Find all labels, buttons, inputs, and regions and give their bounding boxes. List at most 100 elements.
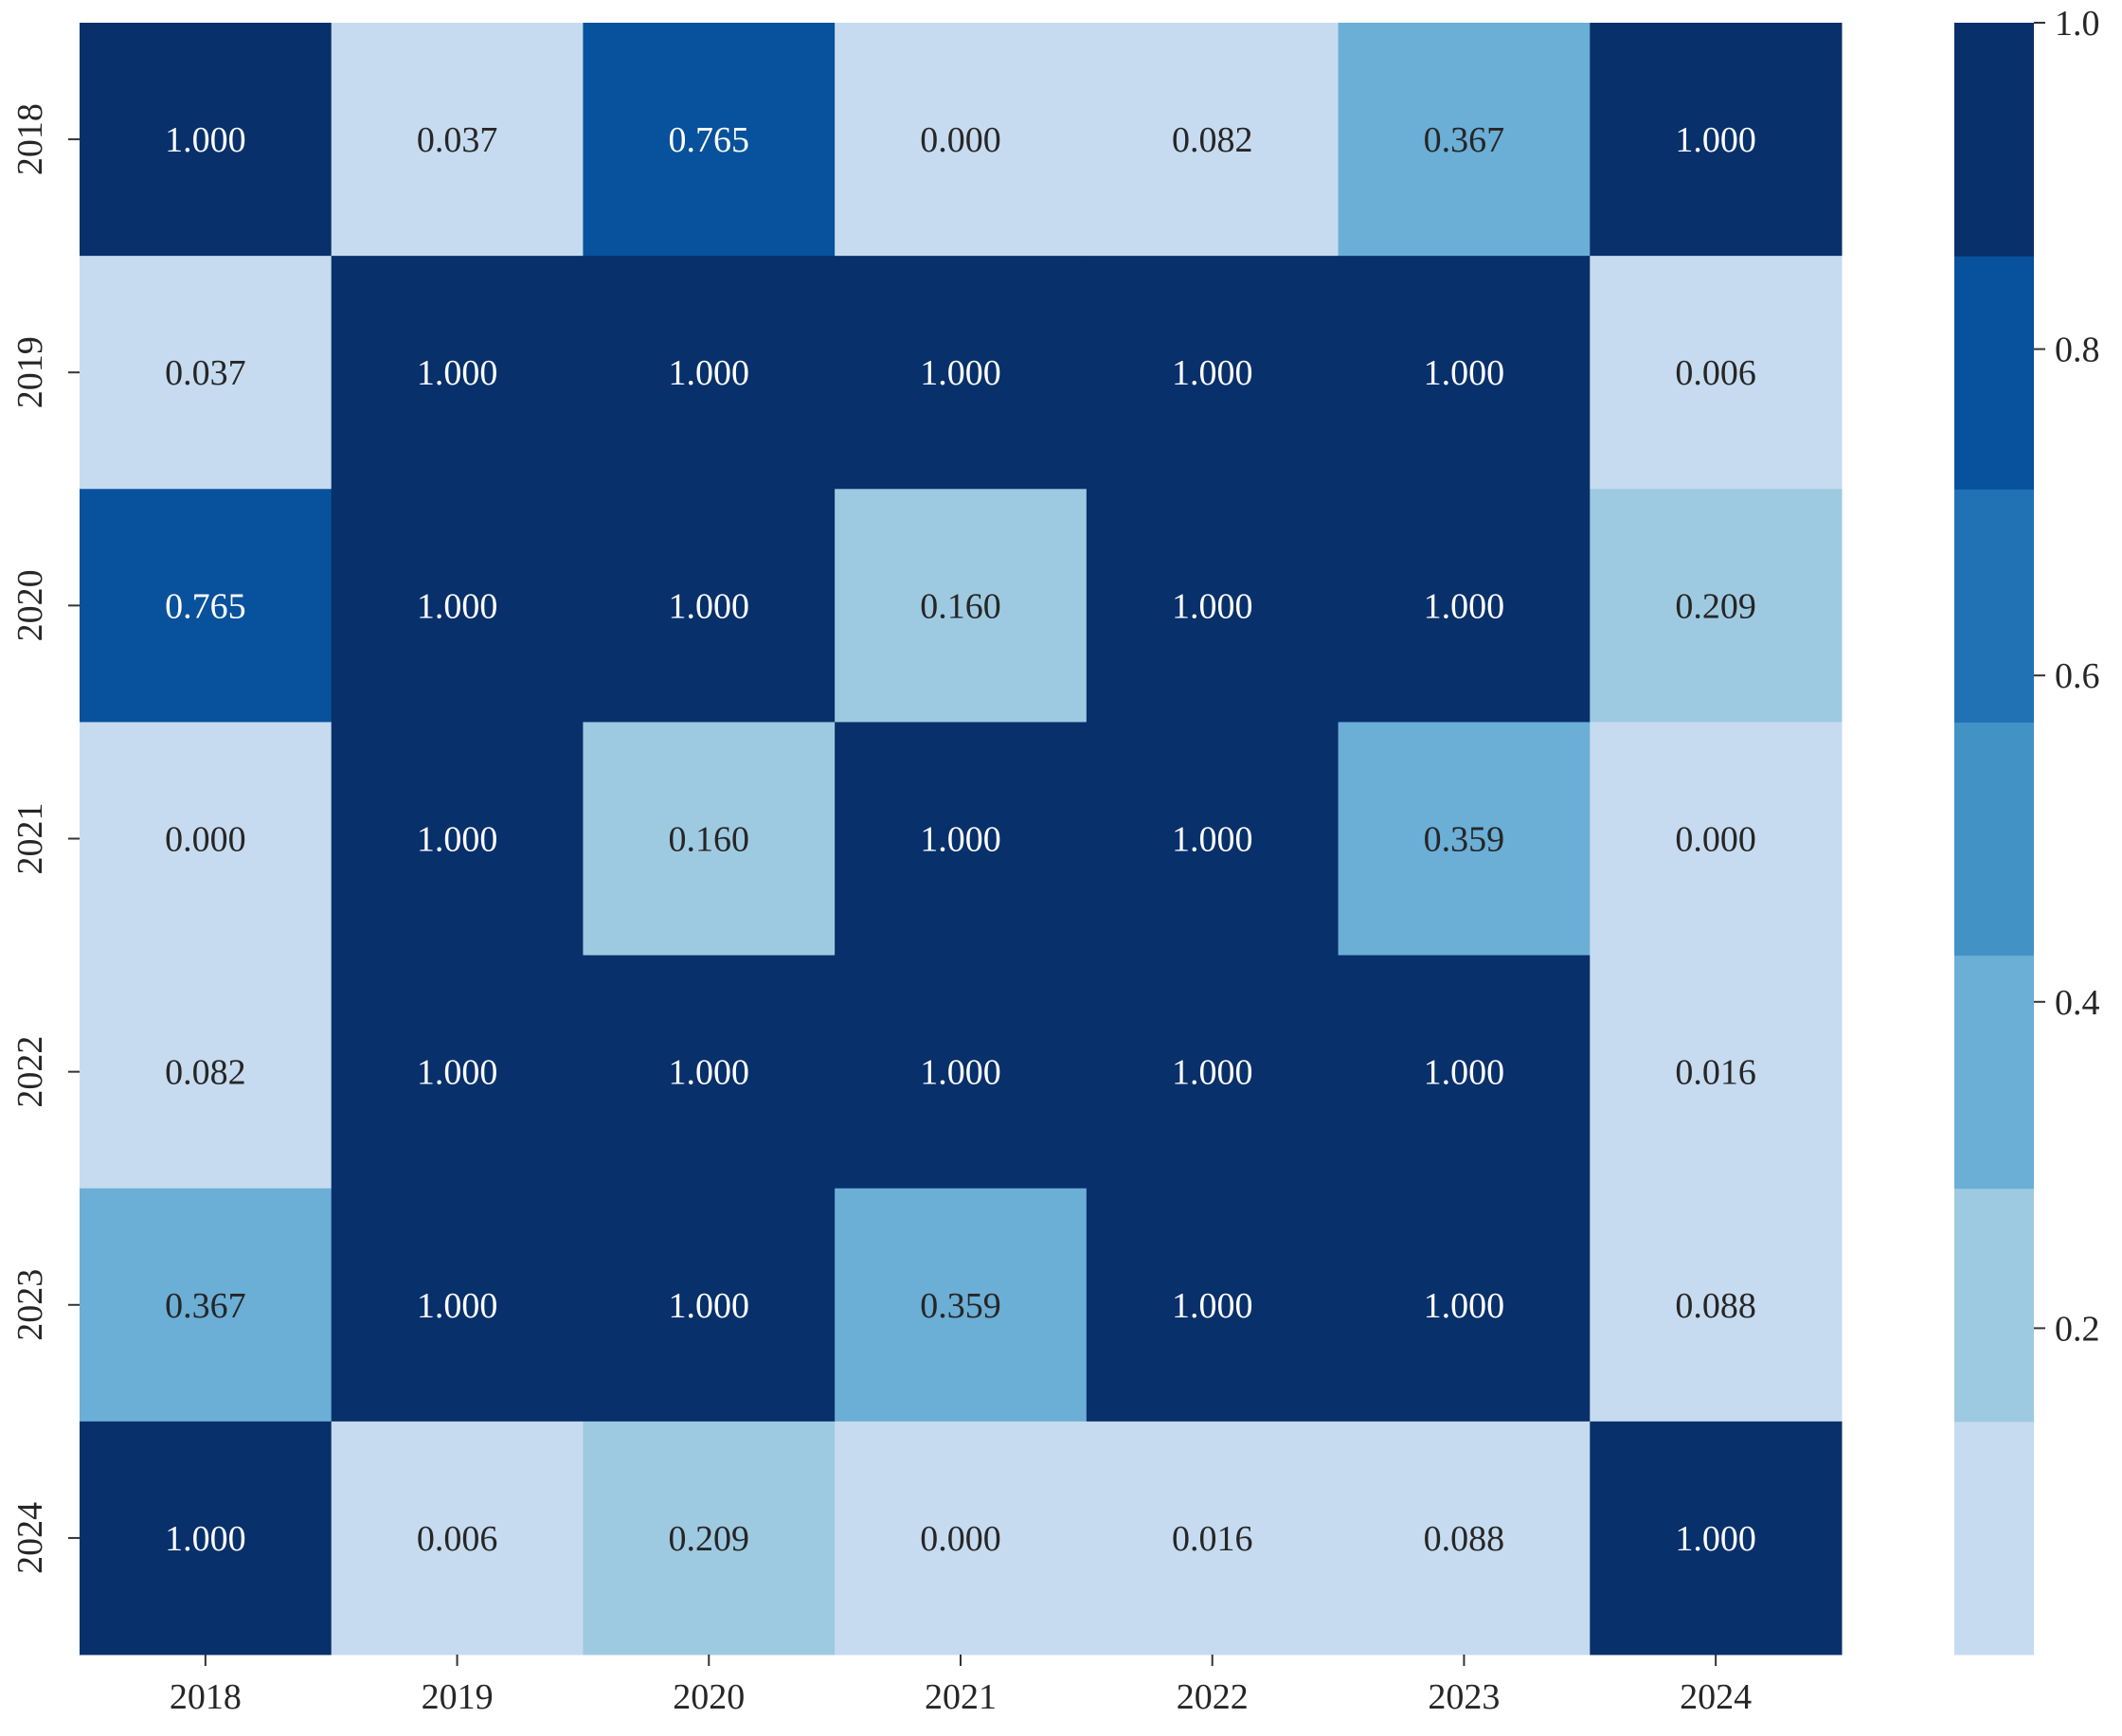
cell-value-label: 1.000 xyxy=(1424,586,1505,626)
heatmap-cell xyxy=(1338,722,1591,957)
heatmap-cell xyxy=(1338,955,1591,1190)
heatmap-cell xyxy=(331,722,584,957)
cell-value-label: 0.006 xyxy=(417,1519,498,1559)
cell-value-label: 1.000 xyxy=(1424,353,1505,393)
x-tick-label: 2018 xyxy=(170,1677,242,1717)
x-tick-label: 2023 xyxy=(1428,1677,1500,1717)
heatmap-cell xyxy=(1086,1421,1340,1655)
heatmap-cell xyxy=(331,256,584,490)
cell-value-label: 0.088 xyxy=(1675,1286,1756,1326)
cell-value-label: 0.765 xyxy=(165,586,246,626)
x-axis: 2018 2019 2020 2021 2022 2023 2024 xyxy=(170,1655,1752,1717)
y-tick-label: 2024 xyxy=(10,1502,50,1574)
cell-value-label: 1.000 xyxy=(669,353,750,393)
heatmap-cell xyxy=(331,1421,584,1655)
heatmap-cell xyxy=(1338,23,1591,257)
cell-value-label: 1.000 xyxy=(1172,820,1253,860)
colorbar-segment xyxy=(1954,722,2034,957)
cell-value-label: 1.000 xyxy=(920,353,1001,393)
colorbar-tick-label: 0.4 xyxy=(2055,983,2100,1023)
cell-value-label: 1.000 xyxy=(1424,1286,1505,1326)
colorbar-tick-label: 1.0 xyxy=(2055,4,2100,44)
y-tick-label: 2023 xyxy=(10,1269,50,1341)
cell-value-label: 0.160 xyxy=(669,820,750,860)
cell-value-label: 0.000 xyxy=(1675,820,1756,860)
heatmap-cell xyxy=(1086,722,1340,957)
heatmap-cell xyxy=(331,1188,584,1423)
y-axis: 2018 2019 2020 2021 2022 2023 2024 xyxy=(10,103,80,1574)
heatmap-cell xyxy=(331,955,584,1190)
cell-value-label: 0.367 xyxy=(1424,120,1505,160)
heatmap-cell xyxy=(1338,1421,1591,1655)
heatmap-cell xyxy=(1590,23,1843,257)
cell-value-label: 0.359 xyxy=(1424,820,1505,860)
heatmap-cell xyxy=(1338,256,1591,490)
heatmap-cell xyxy=(331,489,584,723)
cell-value-label: 0.209 xyxy=(669,1519,750,1559)
cell-value-label: 1.000 xyxy=(1172,353,1253,393)
x-tick-label: 2019 xyxy=(422,1677,494,1717)
heatmap-cell xyxy=(1086,1188,1340,1423)
heatmap-cell xyxy=(583,23,836,257)
cell-value-label: 0.037 xyxy=(165,353,246,393)
heatmap-cell xyxy=(835,1188,1088,1423)
heatmap-cell xyxy=(80,256,333,490)
cell-value-label: 1.000 xyxy=(669,1286,750,1326)
cell-value-label: 0.000 xyxy=(920,1519,1001,1559)
cell-value-label: 1.000 xyxy=(417,1286,498,1326)
heatmap-cell xyxy=(1338,489,1591,723)
heatmap-cell xyxy=(331,23,584,257)
heatmap-cell-labels: 1.000 0.037 0.765 0.000 0.082 0.367 1.000 0.037… xyxy=(165,120,1756,1559)
heatmap-cell xyxy=(835,489,1088,723)
heatmap-cell xyxy=(583,955,836,1190)
cell-value-label: 0.000 xyxy=(165,820,246,860)
y-tick-label: 2020 xyxy=(10,569,50,641)
cell-value-label: 1.000 xyxy=(1675,1519,1756,1559)
cell-value-label: 0.367 xyxy=(165,1286,246,1326)
heatmap-cell xyxy=(1086,489,1340,723)
cell-value-label: 1.000 xyxy=(1424,1053,1505,1093)
heatmap-cell xyxy=(583,1188,836,1423)
cell-value-label: 1.000 xyxy=(669,586,750,626)
cell-value-label: 0.037 xyxy=(417,120,498,160)
cell-value-label: 0.016 xyxy=(1172,1519,1253,1559)
cell-value-label: 0.082 xyxy=(165,1053,246,1093)
x-tick-label: 2022 xyxy=(1177,1677,1249,1717)
cell-value-label: 0.006 xyxy=(1675,353,1756,393)
heatmap-cell xyxy=(583,722,836,957)
cell-value-label: 0.000 xyxy=(920,120,1001,160)
heatmap-cell xyxy=(835,1421,1088,1655)
heatmap-cell xyxy=(583,1421,836,1655)
heatmap-cell xyxy=(1590,722,1843,957)
cell-value-label: 0.359 xyxy=(920,1286,1001,1326)
heatmap-cell xyxy=(835,955,1088,1190)
heatmap-cell xyxy=(1590,1421,1843,1655)
colorbar-segment xyxy=(1954,23,2034,257)
cell-value-label: 1.000 xyxy=(1172,586,1253,626)
cell-value-label: 1.000 xyxy=(920,820,1001,860)
cell-value-label: 0.160 xyxy=(920,586,1001,626)
heatmap-cell xyxy=(1086,955,1340,1190)
heatmap-cell xyxy=(80,722,333,957)
heatmap-cell xyxy=(80,1421,333,1655)
cell-value-label: 0.016 xyxy=(1675,1053,1756,1093)
x-tick-label: 2024 xyxy=(1680,1677,1752,1717)
heatmap-cell xyxy=(80,23,333,257)
heatmap-cell xyxy=(835,23,1088,257)
heatmap-cells xyxy=(80,23,1843,1655)
cell-value-label: 1.000 xyxy=(1675,120,1756,160)
x-tick-label: 2021 xyxy=(925,1677,997,1717)
heatmap-cell xyxy=(1590,256,1843,490)
cell-value-label: 1.000 xyxy=(920,1053,1001,1093)
heatmap-cell xyxy=(1590,1188,1843,1423)
y-tick-label: 2018 xyxy=(10,103,50,175)
cell-value-label: 1.000 xyxy=(165,120,246,160)
heatmap-cell xyxy=(1590,955,1843,1190)
colorbar-segment xyxy=(1954,489,2034,723)
cell-value-label: 1.000 xyxy=(417,353,498,393)
heatmap-cell xyxy=(835,256,1088,490)
heatmap-cell xyxy=(80,955,333,1190)
heatmap-cell xyxy=(1590,489,1843,723)
y-tick-label: 2022 xyxy=(10,1036,50,1108)
